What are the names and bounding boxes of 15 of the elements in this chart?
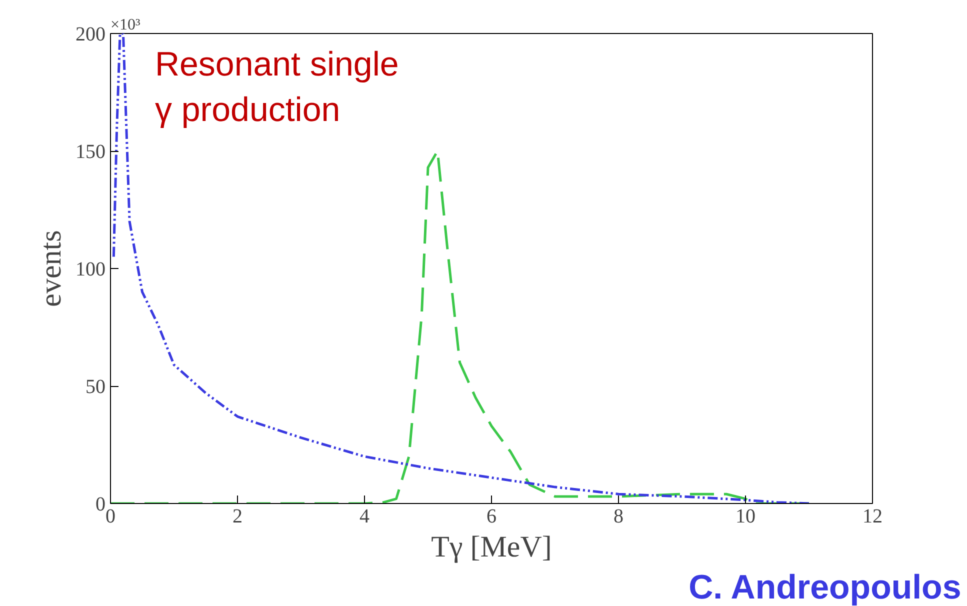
text: ×10³ (110, 16, 141, 34)
x-tick-label: 10 (736, 506, 756, 528)
text: C. Andreopoulos (688, 568, 962, 606)
x-tick-label: 12 (862, 506, 882, 528)
x-axis-title: Tγ [MeV] (431, 530, 552, 564)
y-tick-label: 100 (76, 258, 106, 280)
y-tick-label: 50 (86, 376, 106, 398)
x-tick-label: 2 (232, 506, 242, 528)
y-tick-label: 200 (76, 24, 106, 46)
annotation: Resonant single γ production (154, 45, 399, 129)
x-tick-label: 6 (486, 506, 496, 528)
x-tick-label: 4 (360, 506, 370, 528)
y-axis-title: events (34, 230, 68, 307)
y-tick-label: 150 (76, 141, 106, 163)
x-tick-label: 8 (614, 506, 624, 528)
